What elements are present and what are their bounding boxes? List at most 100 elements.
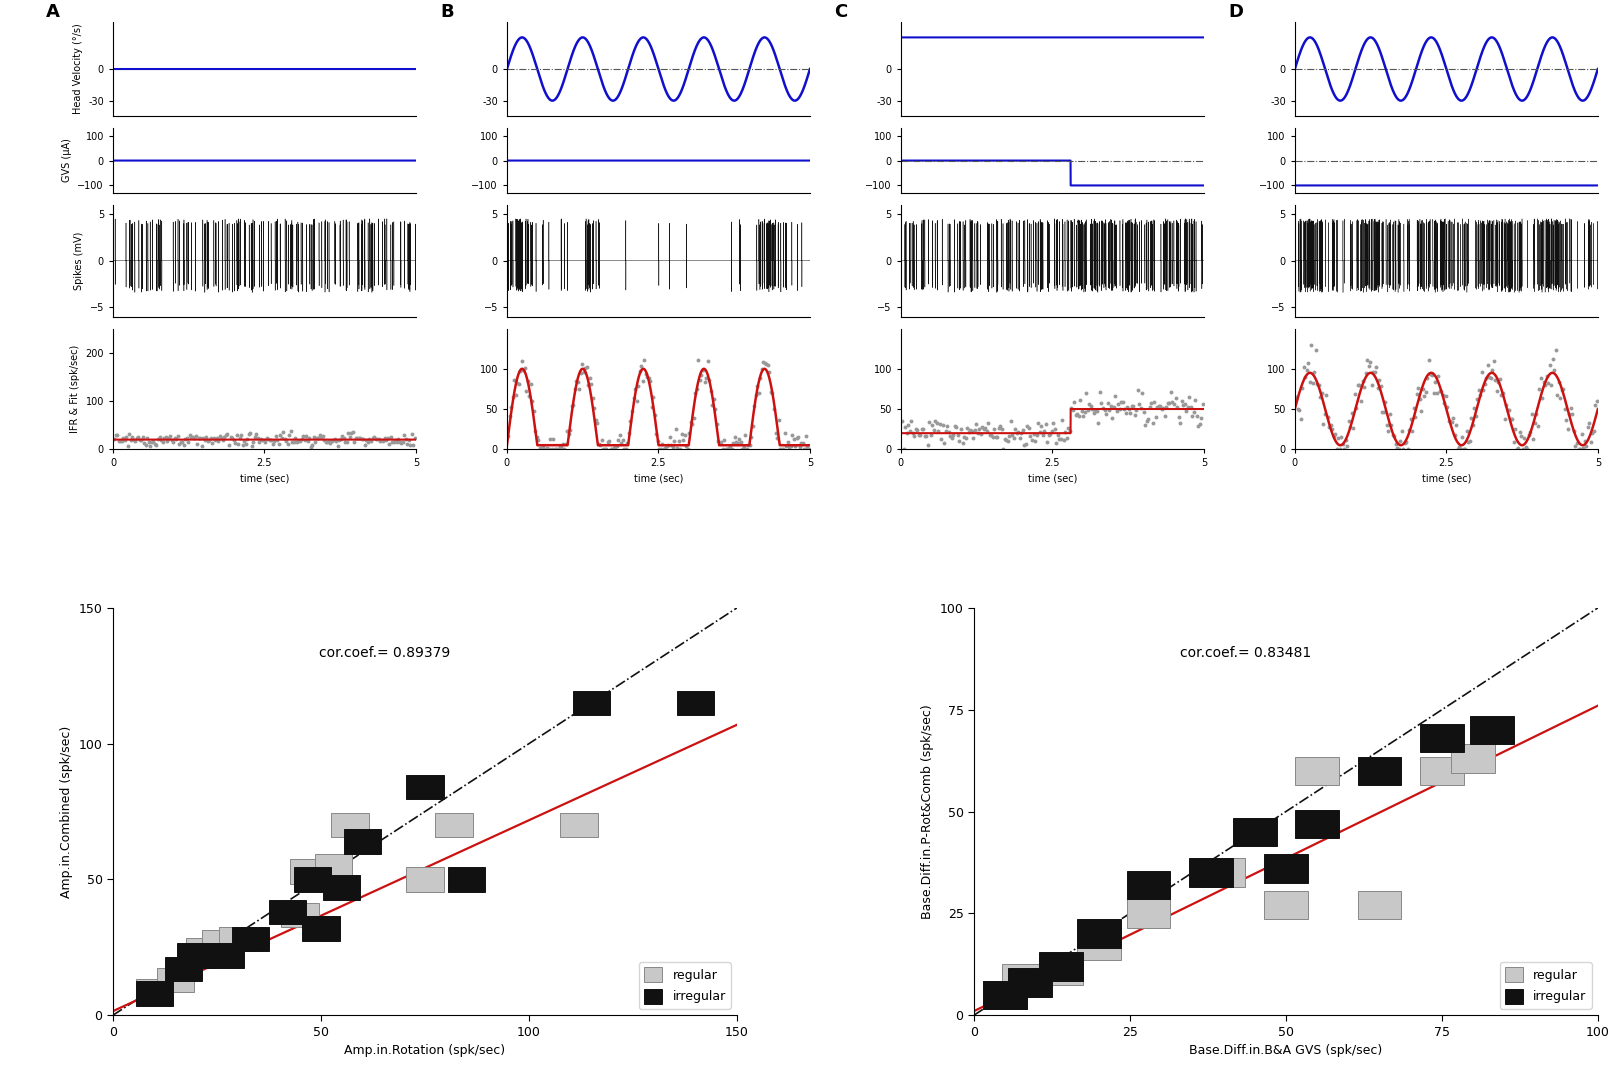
Point	[1017, 419, 1043, 436]
Point	[1428, 382, 1454, 400]
Point	[315, 433, 341, 450]
Point	[1407, 390, 1433, 407]
Point	[1288, 410, 1314, 428]
Point	[721, 428, 747, 445]
Point	[1528, 369, 1554, 387]
Point	[389, 434, 415, 451]
Point	[733, 427, 759, 444]
Point	[1461, 417, 1486, 434]
Point	[985, 429, 1010, 446]
Point	[240, 433, 266, 450]
Point	[972, 419, 997, 436]
Point	[752, 355, 778, 373]
Point	[610, 432, 636, 449]
Point	[178, 428, 203, 445]
Point	[132, 436, 158, 454]
Point	[271, 423, 297, 441]
Point	[617, 424, 642, 442]
Point	[1414, 369, 1440, 387]
Point	[589, 432, 615, 449]
Point	[300, 429, 326, 446]
Bar	[186, 937, 223, 962]
Point	[583, 411, 608, 429]
Point	[1540, 350, 1566, 367]
Point	[229, 436, 255, 454]
Point	[1047, 431, 1073, 448]
Point	[988, 417, 1014, 434]
Point	[379, 433, 405, 450]
Point	[1498, 410, 1524, 428]
Point	[515, 372, 541, 389]
Point	[604, 437, 629, 455]
Point	[265, 432, 291, 449]
Point	[258, 432, 284, 449]
Point	[918, 426, 944, 443]
Point	[1131, 403, 1157, 420]
Point	[1401, 400, 1427, 417]
Point	[642, 407, 668, 424]
Point	[381, 433, 407, 450]
Point	[1372, 393, 1398, 410]
Point	[1039, 422, 1065, 440]
Point	[946, 427, 972, 444]
Point	[1070, 407, 1096, 424]
Point	[345, 429, 371, 446]
Point	[150, 433, 176, 450]
Point	[397, 436, 423, 454]
Point	[383, 432, 408, 449]
Point	[1064, 406, 1089, 423]
Point	[704, 416, 730, 433]
Point	[1506, 440, 1532, 457]
Point	[1146, 397, 1172, 415]
Point	[220, 430, 245, 447]
Point	[1157, 394, 1183, 411]
Point	[1114, 399, 1139, 416]
Point	[276, 427, 302, 444]
Point	[644, 426, 670, 443]
Point	[993, 431, 1018, 448]
Point	[1038, 426, 1064, 443]
Point	[1023, 427, 1049, 444]
Point	[384, 433, 410, 450]
Point	[549, 438, 575, 456]
Point	[657, 429, 683, 446]
Point	[581, 400, 607, 417]
Point	[1453, 441, 1478, 458]
Point	[618, 413, 644, 430]
Point	[249, 431, 274, 448]
Point	[1516, 427, 1541, 444]
Point	[504, 386, 529, 403]
Point	[1004, 424, 1030, 442]
Point	[107, 433, 132, 450]
Point	[1301, 364, 1327, 381]
Point	[1298, 337, 1323, 354]
Point	[1304, 375, 1330, 392]
Point	[1357, 353, 1383, 370]
Bar	[1002, 964, 1046, 993]
Point	[526, 431, 552, 448]
Point	[216, 436, 242, 454]
Point	[1383, 436, 1409, 454]
Point	[997, 413, 1023, 430]
Point	[360, 429, 386, 446]
Point	[996, 428, 1022, 445]
Point	[1537, 356, 1562, 374]
Point	[692, 369, 718, 387]
Point	[633, 366, 659, 383]
Point	[297, 438, 323, 456]
Point	[688, 372, 713, 389]
Point	[907, 427, 933, 444]
Point	[754, 355, 780, 373]
Point	[1093, 405, 1119, 422]
X-axis label: time (sec): time (sec)	[1028, 474, 1077, 484]
Point	[946, 433, 972, 450]
Point	[147, 428, 173, 445]
Point	[1148, 397, 1173, 415]
Point	[1294, 361, 1320, 378]
Point	[312, 431, 337, 448]
Point	[573, 360, 599, 377]
Bar	[1420, 724, 1464, 753]
Point	[242, 429, 268, 446]
Bar	[136, 982, 173, 1005]
Point	[1010, 421, 1036, 438]
